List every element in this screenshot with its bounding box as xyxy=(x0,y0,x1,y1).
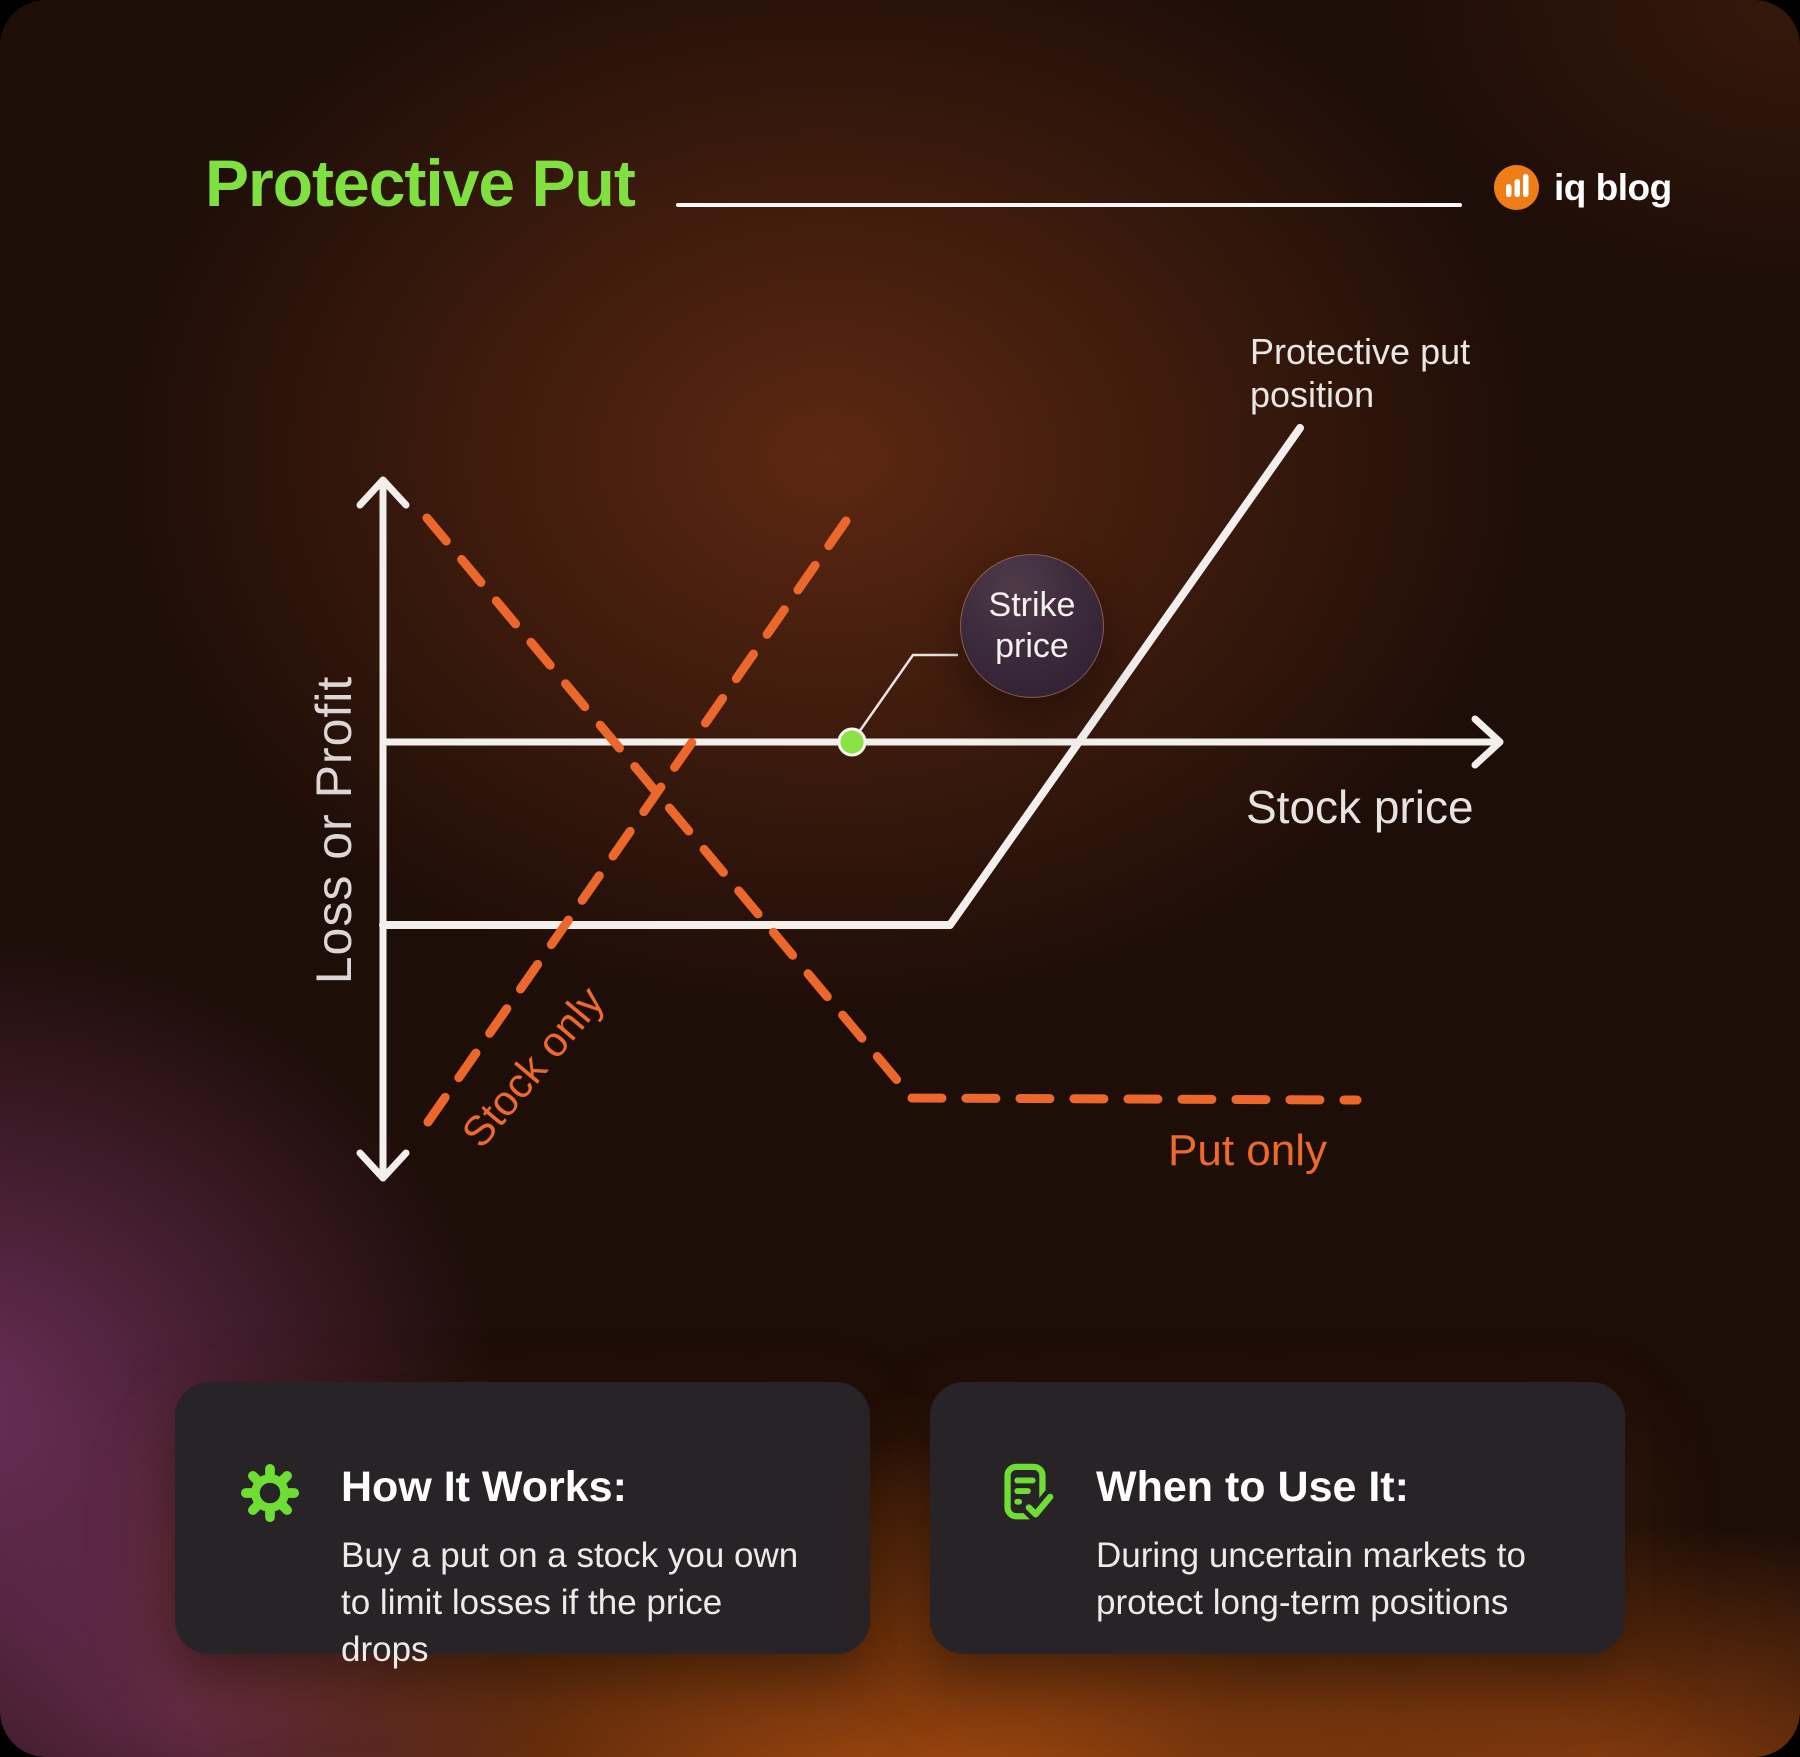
bar-2 xyxy=(1514,179,1520,197)
bar-1 xyxy=(1506,184,1512,197)
x-axis-arrow-right-icon xyxy=(1471,715,1504,769)
strike-price-label: Strike price xyxy=(988,585,1076,665)
card-title: How It Works: xyxy=(341,1463,627,1511)
x-axis-label: Stock price xyxy=(1246,781,1474,833)
put-only-label: Put only xyxy=(1168,1126,1327,1175)
card-title: When to Use It: xyxy=(1096,1463,1409,1511)
brand-logo: iq blog xyxy=(1494,165,1672,210)
gear-icon xyxy=(239,1462,301,1524)
card-text: How It Works: Buy a put on a stock you o… xyxy=(341,1462,811,1674)
card-body: During uncertain markets to protect long… xyxy=(1096,1536,1526,1622)
strike-connector-line xyxy=(850,653,958,743)
strike-price-dot xyxy=(837,727,867,757)
protective-put-line xyxy=(379,424,1304,929)
card-text: When to Use It: During uncertain markets… xyxy=(1096,1462,1566,1627)
card-body: Buy a put on a stock you own to limit lo… xyxy=(341,1536,799,1669)
title-divider xyxy=(676,203,1462,207)
when-to-use-card: When to Use It: During uncertain markets… xyxy=(930,1382,1625,1654)
bar-chart-icon xyxy=(1494,165,1539,210)
y-axis-label: Loss or Profit xyxy=(306,675,362,985)
protective-put-position-label: Protective put position xyxy=(1250,331,1471,416)
put-only-line xyxy=(422,513,1362,1105)
bar-3 xyxy=(1523,174,1529,197)
stock-only-line xyxy=(423,503,860,1127)
how-it-works-card: How It Works: Buy a put on a stock you o… xyxy=(175,1382,870,1669)
page-title: Protective Put xyxy=(205,146,636,220)
strike-price-badge: Strike price xyxy=(960,554,1104,698)
y-axis-arrow-down-icon xyxy=(356,1149,410,1182)
y-axis-arrow-up-icon xyxy=(356,476,410,509)
clipboard-check-icon xyxy=(994,1462,1058,1524)
brand-name: iq blog xyxy=(1554,166,1672,208)
